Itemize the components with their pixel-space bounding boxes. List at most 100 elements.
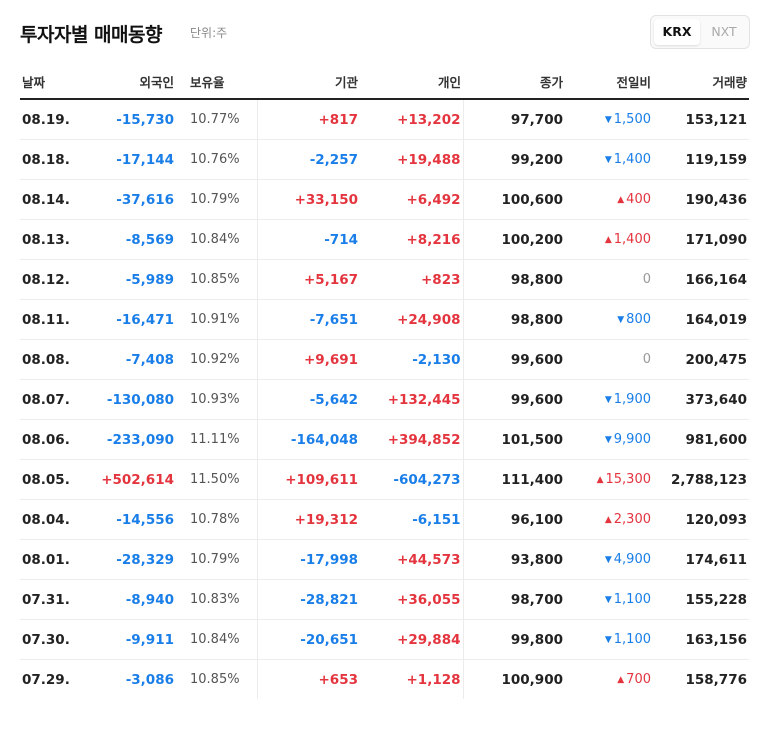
date-cell: 08.04. bbox=[20, 499, 80, 540]
table-row: 08.11. -16,471 10.91% -7,651 +24,908 98,800 ▼ 8… bbox=[20, 299, 749, 340]
close-price-cell: 99,600 bbox=[463, 379, 565, 420]
volume-cell: 981,600 bbox=[653, 419, 749, 460]
triangle-down-icon: ▼ bbox=[604, 555, 612, 565]
table-row: 08.07. -130,080 10.93% -5,642 +132,445 99,600… bbox=[20, 379, 749, 420]
change-value: 800 bbox=[626, 312, 651, 327]
holding-rate-cell: 10.85% bbox=[182, 259, 258, 300]
date-cell: 08.07. bbox=[20, 379, 80, 420]
institution-net-cell: +9,691 bbox=[257, 339, 360, 380]
triangle-down-icon: ▼ bbox=[604, 155, 612, 165]
change-value: 700 bbox=[626, 672, 651, 687]
tab-nxt[interactable]: NXT bbox=[711, 24, 737, 39]
col-header-close: 종가 bbox=[463, 64, 565, 100]
change-cell: ▼ 1,900 bbox=[565, 379, 653, 420]
change-cell: ▲ 15,300 bbox=[565, 459, 653, 500]
date-cell: 07.30. bbox=[20, 619, 80, 660]
triangle-up-icon: ▲ bbox=[604, 235, 612, 245]
close-price-cell: 97,700 bbox=[463, 99, 565, 140]
date-cell: 08.12. bbox=[20, 259, 80, 300]
foreign-net-cell: -9,911 bbox=[80, 619, 182, 660]
volume-cell: 119,159 bbox=[653, 139, 749, 180]
holding-rate-cell: 10.84% bbox=[182, 219, 258, 260]
individual-net-cell: +8,216 bbox=[360, 219, 464, 260]
holding-rate-cell: 11.50% bbox=[182, 459, 258, 500]
change-value: 1,900 bbox=[613, 392, 651, 407]
panel-header: 투자자별 매매동향 단위:주 KRX NXT bbox=[20, 15, 750, 50]
individual-net-cell: +132,445 bbox=[360, 379, 464, 420]
institution-net-cell: -17,998 bbox=[257, 539, 360, 580]
unit-label: 단위:주 bbox=[190, 26, 228, 40]
individual-net-cell: +6,492 bbox=[360, 179, 464, 220]
table-row: 08.19. -15,730 10.77% +817 +13,202 97,700 ▼ 1,5… bbox=[20, 99, 749, 140]
date-cell: 07.29. bbox=[22, 671, 70, 688]
table-row: 08.06. -233,090 11.11% -164,048 +394,852 101,… bbox=[20, 419, 749, 460]
triangle-up-icon: ▲ bbox=[617, 195, 625, 205]
triangle-up-icon: ▲ bbox=[617, 675, 625, 685]
triangle-down-icon: ▼ bbox=[604, 395, 612, 405]
change-value: 1,400 bbox=[613, 152, 651, 167]
change-cell: 0 bbox=[565, 339, 653, 380]
change-value: 9,900 bbox=[613, 432, 651, 447]
holding-rate-cell: 10.77% bbox=[182, 99, 258, 140]
individual-net-cell: +19,488 bbox=[360, 139, 464, 180]
individual-net-cell: +24,908 bbox=[360, 299, 464, 340]
holding-rate-cell: 10.85% bbox=[182, 659, 258, 699]
close-price-cell: 96,100 bbox=[463, 499, 565, 540]
close-price-cell: 98,800 bbox=[463, 299, 565, 340]
table-row: 08.04. -14,556 10.78% +19,312 -6,151 96,100 ▲ 2… bbox=[20, 499, 749, 540]
institution-net-cell: -714 bbox=[257, 219, 360, 260]
change-cell: 0 bbox=[565, 259, 653, 300]
table-row: 08.13. -8,569 10.84% -714 +8,216 100,200 ▲ 1,40… bbox=[20, 219, 749, 260]
individual-net-cell: +44,573 bbox=[360, 539, 464, 580]
change-value: 1,500 bbox=[613, 112, 651, 127]
close-price-cell: 100,600 bbox=[463, 179, 565, 220]
foreign-net-cell: -233,090 bbox=[80, 419, 182, 460]
change-value: 0 bbox=[642, 352, 651, 367]
volume-cell: 200,475 bbox=[653, 339, 749, 380]
foreign-net-cell: -28,329 bbox=[80, 539, 182, 580]
individual-net-cell: +394,852 bbox=[360, 419, 464, 460]
volume-cell: 164,019 bbox=[653, 299, 749, 340]
change-cell: ▲ 700 bbox=[565, 660, 653, 700]
change-cell: ▲ 400 bbox=[565, 179, 653, 220]
foreign-net-cell: -130,080 bbox=[80, 379, 182, 420]
individual-net-cell: +36,055 bbox=[360, 579, 464, 620]
individual-net-cell: -2,130 bbox=[360, 339, 464, 380]
table-row: 08.08. -7,408 10.92% +9,691 -2,130 99,600 0 200… bbox=[20, 339, 749, 380]
individual-net-cell: -6,151 bbox=[360, 499, 464, 540]
holding-rate-cell: 10.76% bbox=[182, 139, 258, 180]
date-cell: 08.19. bbox=[20, 99, 80, 140]
volume-cell: 155,228 bbox=[653, 579, 749, 620]
col-header-institution: 기관 bbox=[257, 64, 360, 100]
institution-net-cell: +5,167 bbox=[257, 259, 360, 300]
foreign-net-cell: -16,471 bbox=[80, 299, 182, 340]
tab-krx[interactable]: KRX bbox=[654, 19, 700, 45]
date-cell: 08.14. bbox=[20, 179, 80, 220]
triangle-down-icon: ▼ bbox=[604, 595, 612, 605]
institution-net-cell: -164,048 bbox=[257, 419, 360, 460]
foreign-net-cell: -8,569 bbox=[80, 219, 182, 260]
date-cell: 08.01. bbox=[20, 539, 80, 580]
volume-cell: 166,164 bbox=[653, 259, 749, 300]
col-header-foreign: 외국인 bbox=[80, 64, 182, 100]
triangle-down-icon: ▼ bbox=[604, 435, 612, 445]
close-price-cell: 101,500 bbox=[463, 419, 565, 460]
col-header-individual: 개인 bbox=[360, 64, 463, 100]
foreign-net-cell: +502,614 bbox=[80, 459, 182, 500]
date-cell: 08.13. bbox=[20, 219, 80, 260]
change-value: 15,300 bbox=[605, 472, 652, 487]
volume-cell: 2,788,123 bbox=[653, 459, 749, 500]
investor-trend-table: 날짜 외국인 보유율 기관 개인 종가 전일비 거래량 08.19. -15,73… bbox=[20, 64, 749, 699]
change-cell: ▲ 2,300 bbox=[565, 499, 653, 540]
foreign-net-cell: -37,616 bbox=[80, 179, 182, 220]
holding-rate-cell: 10.79% bbox=[182, 539, 258, 580]
market-tab-group: KRX NXT bbox=[650, 15, 750, 49]
change-value: 2,300 bbox=[613, 512, 651, 527]
close-price-cell: 99,200 bbox=[463, 139, 565, 180]
close-price-cell: 99,600 bbox=[463, 339, 565, 380]
volume-cell: 163,156 bbox=[653, 619, 749, 660]
holding-rate-cell: 10.93% bbox=[182, 379, 258, 420]
table-body: 08.19. -15,730 10.77% +817 +13,202 97,700 ▼ 1,5… bbox=[20, 99, 749, 699]
change-cell: ▼ 1,400 bbox=[565, 139, 653, 180]
institution-net-cell: +33,150 bbox=[257, 179, 360, 220]
